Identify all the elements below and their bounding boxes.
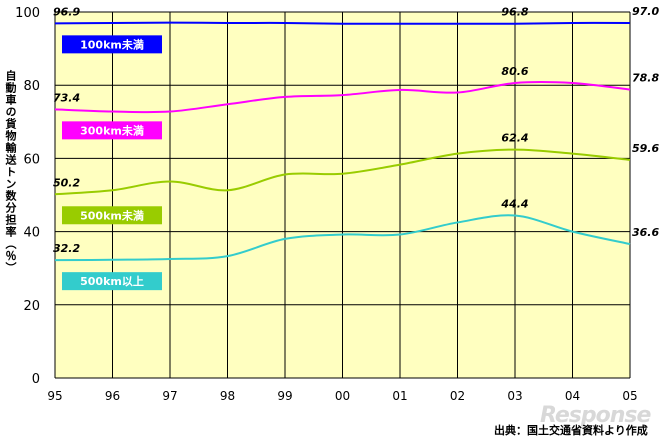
data-label: 97.0 bbox=[632, 5, 659, 18]
legend-box-1 bbox=[62, 121, 162, 140]
data-label: 62.4 bbox=[501, 132, 528, 145]
data-label: 32.2 bbox=[53, 242, 80, 255]
data-label: 80.6 bbox=[501, 65, 528, 78]
series-line-0 bbox=[54, 21, 631, 25]
y-axis-label-wrap: 自動車の貨物輸送トン数分担率（％） bbox=[2, 70, 20, 320]
x-tick-label: 99 bbox=[277, 389, 292, 403]
data-label: 96.8 bbox=[501, 6, 528, 19]
legend-label-0: 100km未満 bbox=[80, 37, 144, 51]
series-line-2 bbox=[54, 148, 631, 196]
y-tick-label: 40 bbox=[23, 226, 40, 241]
x-tick-label: 96 bbox=[105, 389, 120, 403]
x-tick-label: 04 bbox=[565, 389, 580, 403]
watermark: Response bbox=[540, 403, 651, 428]
data-label: 73.4 bbox=[53, 91, 80, 104]
y-tick-label: 80 bbox=[23, 79, 40, 94]
x-tick-label: 03 bbox=[507, 389, 522, 403]
y-tick-label: 0 bbox=[32, 372, 40, 387]
legend-box-3 bbox=[62, 272, 162, 291]
data-label: 50.2 bbox=[53, 176, 80, 189]
x-tick-label: 00 bbox=[335, 389, 350, 403]
x-tick-label: 98 bbox=[220, 389, 235, 403]
data-label: 96.9 bbox=[53, 5, 80, 18]
data-label: 44.4 bbox=[500, 197, 528, 210]
series-line-3 bbox=[54, 214, 631, 262]
data-label: 78.8 bbox=[632, 72, 659, 85]
y-tick-label: 60 bbox=[23, 152, 40, 167]
legend-box-0 bbox=[62, 35, 162, 54]
y-tick-label: 20 bbox=[23, 299, 40, 314]
y-tick-label: 100 bbox=[15, 6, 40, 21]
y-axis-label: 自動車の貨物輸送トン数分担率（％） bbox=[4, 70, 17, 274]
x-tick-label: 01 bbox=[392, 389, 407, 403]
data-label: 36.6 bbox=[632, 226, 659, 239]
x-tick-label: 97 bbox=[162, 389, 177, 403]
legend-label-3: 500km以上 bbox=[80, 274, 144, 288]
x-tick-label: 05 bbox=[622, 389, 637, 403]
legend-label-2: 500km未満 bbox=[80, 208, 144, 222]
legend-box-2 bbox=[62, 206, 162, 225]
legend-label-1: 300km未満 bbox=[80, 123, 144, 137]
data-label: 59.6 bbox=[632, 142, 659, 155]
x-tick-label: 95 bbox=[47, 389, 62, 403]
series-line-1 bbox=[54, 80, 631, 114]
x-tick-label: 02 bbox=[450, 389, 465, 403]
source-note: 出典：国土交通省資料より作成 bbox=[494, 424, 648, 437]
